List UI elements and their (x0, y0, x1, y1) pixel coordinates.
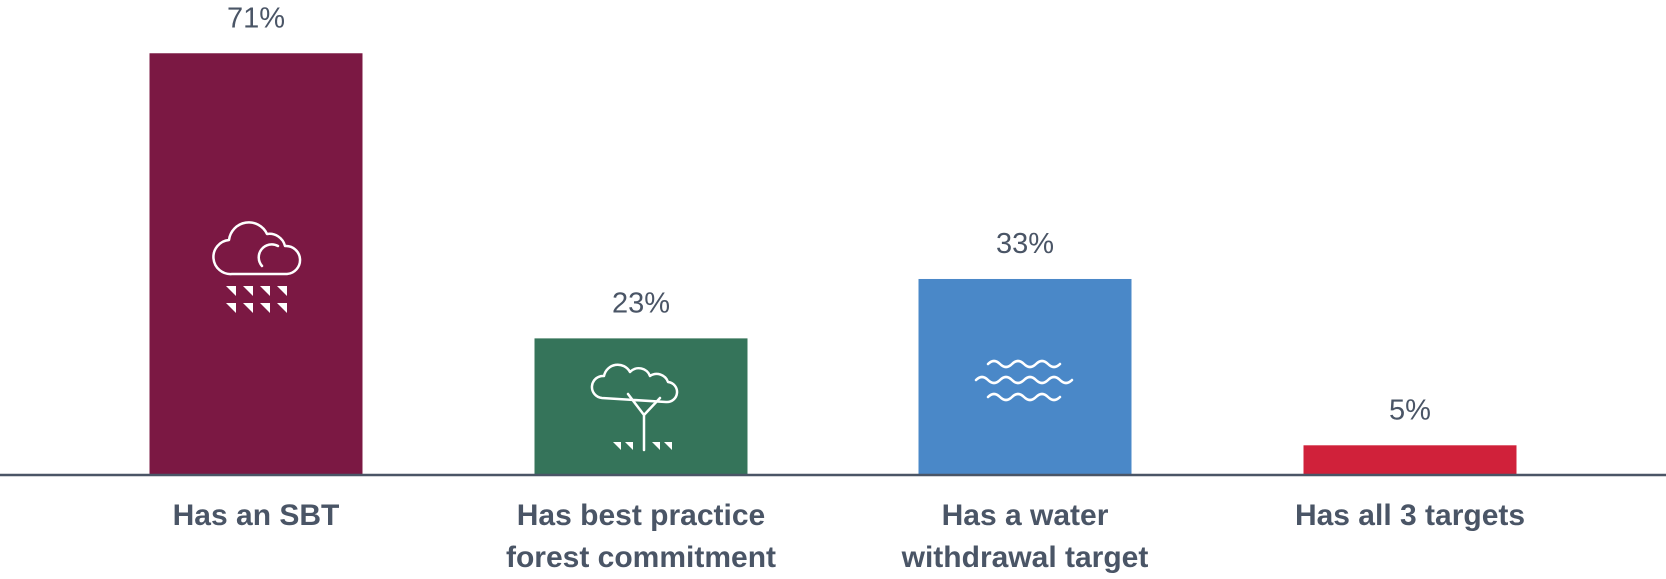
bar (534, 338, 748, 475)
category-label: Has all 3 targets (1294, 499, 1526, 532)
category-label: Has an SBT (172, 499, 340, 532)
bar (1303, 445, 1517, 475)
value-label: 5% (1389, 394, 1431, 426)
bar (918, 278, 1132, 475)
climate-icon (212, 221, 302, 313)
category-label: Has a water withdrawal target (901, 499, 1149, 574)
water-icon (974, 359, 1074, 402)
value-label: 23% (612, 287, 670, 319)
forest-icon (590, 363, 679, 452)
bar (149, 53, 363, 475)
category-label: Has best practice forest commitment (505, 499, 777, 574)
value-label: 71% (227, 2, 285, 34)
bars (149, 53, 1517, 475)
value-label: 33% (996, 228, 1054, 260)
